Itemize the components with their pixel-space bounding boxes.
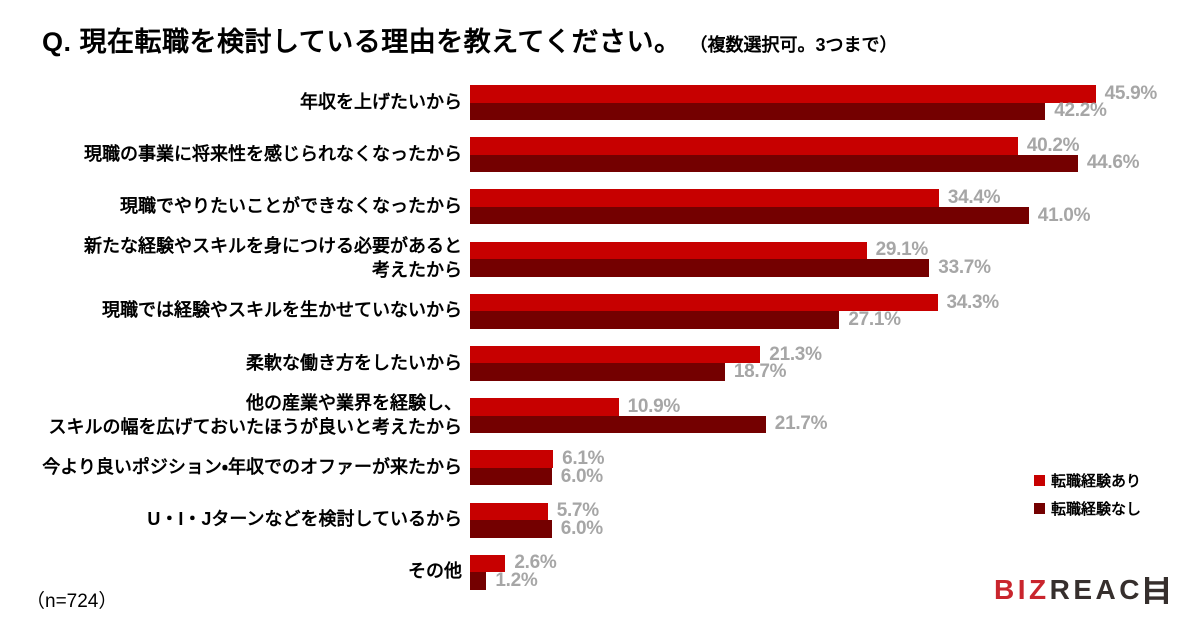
value-label: 41.0%	[1037, 204, 1091, 226]
legend-swatch-icon	[1034, 475, 1045, 486]
legend-item: 転職経験あり	[1034, 470, 1141, 491]
bar-no-experience: 33.7%	[470, 257, 991, 278]
chart-row: 現職でやりたいことができなくなったから 34.4% 41.0%	[0, 187, 1200, 226]
bar-no-experience: 42.2%	[470, 100, 1107, 121]
chart-row: 現職の事業に将来性を感じられなくなったから 40.2% 44.6%	[0, 135, 1200, 174]
value-label: 29.1%	[875, 239, 929, 261]
value-label: 1.2%	[495, 569, 538, 591]
bar-pair: 10.9% 21.7%	[470, 396, 827, 434]
chart-legend: 転職経験あり 転職経験なし	[1034, 470, 1141, 519]
legend-label: 転職経験あり	[1051, 473, 1142, 490]
bar-with-experience: 10.9%	[470, 396, 680, 417]
bar-pair: 34.3% 27.1%	[470, 292, 999, 330]
bar-with-experience: 29.1%	[470, 239, 928, 260]
sample-size-note: （n=724）	[26, 591, 118, 612]
category-label: 現職の事業に将来性を感じられなくなったから	[84, 143, 462, 164]
category-label: 柔軟な働き方をしたいから	[246, 352, 462, 373]
value-label: 6.1%	[562, 448, 605, 470]
value-label: 6.0%	[560, 465, 603, 487]
legend-item: 転職経験なし	[1034, 498, 1141, 519]
bar-pair: 34.4% 41.0%	[470, 187, 1090, 226]
value-label: 44.6%	[1086, 152, 1140, 174]
value-label: 42.2%	[1054, 100, 1107, 122]
bar-no-experience: 6.0%	[470, 466, 603, 487]
bar-pair: 40.2% 44.6%	[470, 135, 1140, 173]
ladder-h-icon	[1144, 576, 1168, 604]
bar-chart: 年収を上げたいから 45.9% 42.2% 現職の事業に将来性を感じられなくなったから…	[0, 83, 1200, 607]
bar-with-experience: 5.7%	[470, 500, 599, 521]
ladder-h-shapes	[1144, 576, 1168, 604]
bar-no-experience: 21.7%	[470, 413, 827, 434]
category-label: 現職では経験やスキルを生かせていないから	[102, 300, 462, 321]
bar-with-experience: 45.9%	[470, 83, 1157, 104]
value-label: 27.1%	[848, 309, 901, 330]
chart-row: 新たな経験やスキルを身につける必要があると 考えたから 29.1% 33.7%	[0, 236, 1200, 280]
bar-with-experience: 6.1%	[470, 448, 605, 469]
value-label: 21.7%	[774, 413, 828, 435]
category-label: U・I・Jターンなどを検討しているから	[147, 509, 462, 530]
chart-row: 柔軟な働き方をしたいから 21.3% 18.7%	[0, 344, 1200, 383]
bar-with-experience: 34.4%	[470, 187, 1001, 208]
bar-with-experience: 40.2%	[470, 135, 1080, 156]
chart-row: 年収を上げたいから 45.9% 42.2%	[0, 83, 1200, 122]
category-label: 新たな経験やスキルを身につける必要があると 考えたから	[84, 236, 462, 281]
page-title: Q. 現在転職を検討している理由を教えてください。 （複数選択可。3つまで）	[42, 20, 898, 59]
question-title: Q. 現在転職を検討している理由を教えてください。	[42, 27, 682, 57]
legend-swatch-icon	[1034, 503, 1045, 514]
bar-no-experience: 27.1%	[470, 309, 901, 330]
question-title-note: （複数選択可。3つまで）	[689, 35, 898, 55]
category-label: 年収を上げたいから	[300, 91, 462, 112]
bar-pair: 2.6% 1.2%	[470, 552, 557, 591]
chart-row: その他 2.6% 1.2%	[0, 552, 1200, 591]
bar-no-experience: 1.2%	[470, 570, 538, 591]
value-label: 45.9%	[1104, 82, 1158, 104]
category-label: その他	[408, 561, 462, 582]
bar-pair: 29.1% 33.7%	[470, 239, 991, 278]
value-label: 10.9%	[627, 395, 681, 417]
bar-pair: 45.9% 42.2%	[470, 83, 1157, 121]
bizreach-logo: BIZ REAC	[994, 574, 1168, 606]
value-label: 34.3%	[946, 291, 1000, 313]
chart-row: 現職では経験やスキルを生かせていないから 34.3% 27.1%	[0, 292, 1200, 331]
chart-row: 他の産業や業界を経験し、 スキルの幅を広げておいたほうが良いと考えたから 10.9%…	[0, 393, 1200, 437]
value-label: 2.6%	[514, 552, 557, 574]
bar-pair: 5.7% 6.0%	[470, 500, 603, 539]
value-label: 18.7%	[733, 361, 787, 383]
value-label: 6.0%	[560, 517, 603, 539]
value-label: 40.2%	[1026, 134, 1080, 156]
bar-pair: 6.1% 6.0%	[470, 448, 605, 487]
bar-with-experience: 2.6%	[470, 552, 557, 573]
value-label: 34.4%	[947, 187, 1001, 209]
category-label: 他の産業や業界を経験し、 スキルの幅を広げておいたほうが良いと考えたから	[48, 392, 462, 437]
bar-no-experience: 18.7%	[470, 361, 787, 382]
value-label: 33.7%	[938, 256, 991, 278]
bar-chart-rows: 年収を上げたいから 45.9% 42.2% 現職の事業に将来性を感じられなくなったから…	[0, 83, 1200, 591]
value-label: 21.3%	[769, 343, 822, 365]
legend-label: 転職経験なし	[1051, 501, 1142, 518]
category-label: 今より良いポジション・年収でのオファーが来たから	[42, 456, 462, 477]
bar-no-experience: 6.0%	[470, 518, 603, 539]
bar-pair: 21.3% 18.7%	[470, 344, 822, 382]
chart-row: U・I・Jターンなどを検討しているから 5.7% 6.0%	[0, 500, 1200, 539]
logo-text-biz: BIZ	[994, 574, 1050, 605]
logo-text-reach: REAC	[1049, 574, 1143, 605]
bar-no-experience: 44.6%	[470, 152, 1140, 173]
bar-with-experience: 34.3%	[470, 292, 999, 313]
chart-row: 今より良いポジション・年収でのオファーが来たから 6.1% 6.0%	[0, 448, 1200, 487]
bar-with-experience: 21.3%	[470, 344, 822, 365]
category-label: 現職でやりたいことができなくなったから	[120, 196, 462, 216]
value-label: 5.7%	[556, 500, 599, 522]
bar-no-experience: 41.0%	[470, 205, 1090, 226]
